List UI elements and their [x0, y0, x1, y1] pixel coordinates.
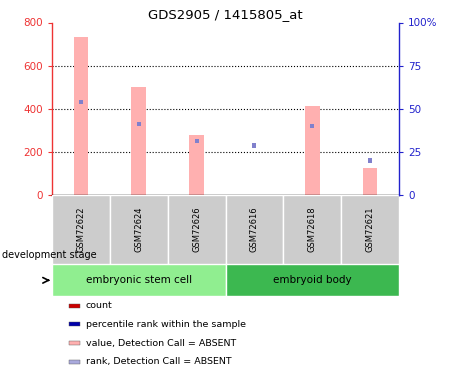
Bar [341, 195, 399, 264]
Bar [363, 168, 377, 195]
Text: GSM72621: GSM72621 [366, 207, 375, 252]
Bar [52, 195, 110, 264]
Bar [69, 341, 80, 345]
Bar [226, 264, 399, 296]
Bar [110, 195, 168, 264]
Text: count: count [86, 301, 113, 310]
Text: GSM72618: GSM72618 [308, 207, 317, 252]
Bar [368, 158, 372, 163]
Bar [79, 100, 83, 104]
Bar [69, 322, 80, 326]
Text: embryonic stem cell: embryonic stem cell [86, 275, 192, 285]
Bar [74, 36, 88, 195]
Bar [310, 124, 314, 128]
Text: GSM72626: GSM72626 [192, 207, 201, 252]
Bar [69, 360, 80, 364]
Text: rank, Detection Call = ABSENT: rank, Detection Call = ABSENT [86, 357, 232, 366]
Bar [189, 135, 204, 195]
Bar [52, 264, 226, 296]
Bar [283, 195, 341, 264]
Bar [226, 195, 283, 264]
Bar [305, 105, 320, 195]
Text: GSM72616: GSM72616 [250, 207, 259, 252]
Title: GDS2905 / 1415805_at: GDS2905 / 1415805_at [148, 8, 303, 21]
Text: GSM72622: GSM72622 [76, 207, 85, 252]
Text: embryoid body: embryoid body [273, 275, 352, 285]
Bar [69, 304, 80, 307]
Text: percentile rank within the sample: percentile rank within the sample [86, 320, 246, 329]
Bar [253, 143, 257, 148]
Text: GSM72624: GSM72624 [134, 207, 143, 252]
Bar [194, 139, 198, 143]
Bar [168, 195, 226, 264]
Bar [131, 87, 146, 195]
Text: development stage: development stage [2, 250, 97, 260]
Text: value, Detection Call = ABSENT: value, Detection Call = ABSENT [86, 339, 236, 348]
Bar [137, 122, 141, 126]
